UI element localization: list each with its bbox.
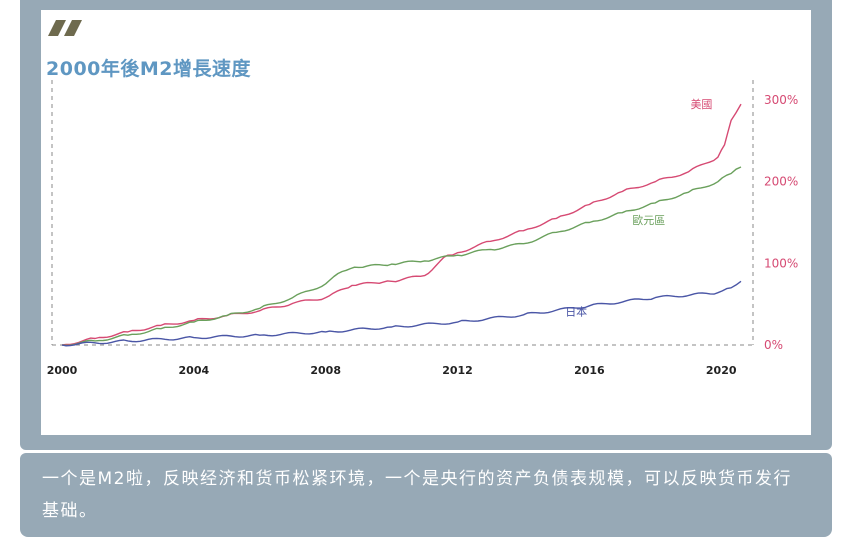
caption-text: 一个是M2啦，反映经济和货币松紧环境，一个是央行的资产负债表规模，可以反映货币发… bbox=[20, 453, 832, 537]
chart-title: 2000年後M2增長速度 bbox=[46, 58, 252, 80]
y-tick-label: 300% bbox=[764, 93, 798, 107]
series-line-1 bbox=[61, 166, 742, 346]
series-line-2 bbox=[61, 280, 742, 347]
series-line-0 bbox=[61, 103, 742, 346]
series-label-2: 日本 bbox=[565, 305, 587, 319]
x-tick-label: 2008 bbox=[310, 364, 341, 377]
y-tick-label: 100% bbox=[764, 256, 798, 270]
x-tick-label: 2016 bbox=[574, 364, 605, 377]
x-tick-label: 2020 bbox=[706, 364, 737, 377]
series-label-0: 美國 bbox=[690, 98, 712, 111]
line-chart: 2000 2004 2008 2012 2016 2020 0% 100% 200% 300% 美… bbox=[47, 80, 798, 377]
x-tick-label: 2004 bbox=[179, 364, 210, 377]
y-tick-label: 200% bbox=[764, 175, 798, 189]
chart-panel bbox=[41, 10, 811, 435]
series-label-1: 歐元區 bbox=[632, 213, 665, 227]
x-tick-label: 2012 bbox=[442, 364, 473, 377]
x-tick-label: 2000 bbox=[47, 364, 78, 377]
logo-slashes-icon bbox=[48, 20, 82, 36]
y-tick-label: 0% bbox=[764, 338, 783, 352]
